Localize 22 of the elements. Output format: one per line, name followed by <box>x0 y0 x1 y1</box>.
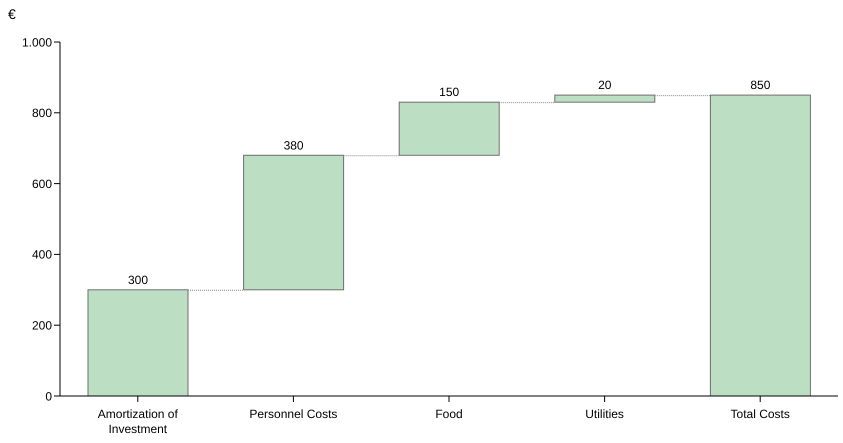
y-tick-label: 800 <box>32 106 52 120</box>
data-label: 300 <box>128 272 148 287</box>
bar <box>88 289 188 396</box>
x-tick-label: Personnel Costs <box>249 407 338 421</box>
y-tick-label: 600 <box>32 176 52 191</box>
bar <box>554 94 656 103</box>
bar <box>243 154 344 290</box>
x-tick-label: Food <box>435 407 463 421</box>
y-tick-label: 0 <box>45 389 52 404</box>
bar <box>398 102 500 156</box>
data-label: 380 <box>284 138 304 152</box>
x-tick-label: Utilities <box>585 407 624 421</box>
data-label: 150 <box>439 85 460 100</box>
y-axis-title: € <box>8 6 16 22</box>
y-tick-label: 200 <box>32 318 52 332</box>
y-tick-label: 400 <box>32 248 52 262</box>
data-label: 850 <box>750 78 771 92</box>
data-label: 20 <box>598 78 612 92</box>
x-tick-label: Total Costs <box>730 407 790 421</box>
x-tick-label: Amortization of Investment <box>98 407 178 436</box>
bar <box>710 94 811 396</box>
y-tick-label: 1.000 <box>22 35 52 50</box>
